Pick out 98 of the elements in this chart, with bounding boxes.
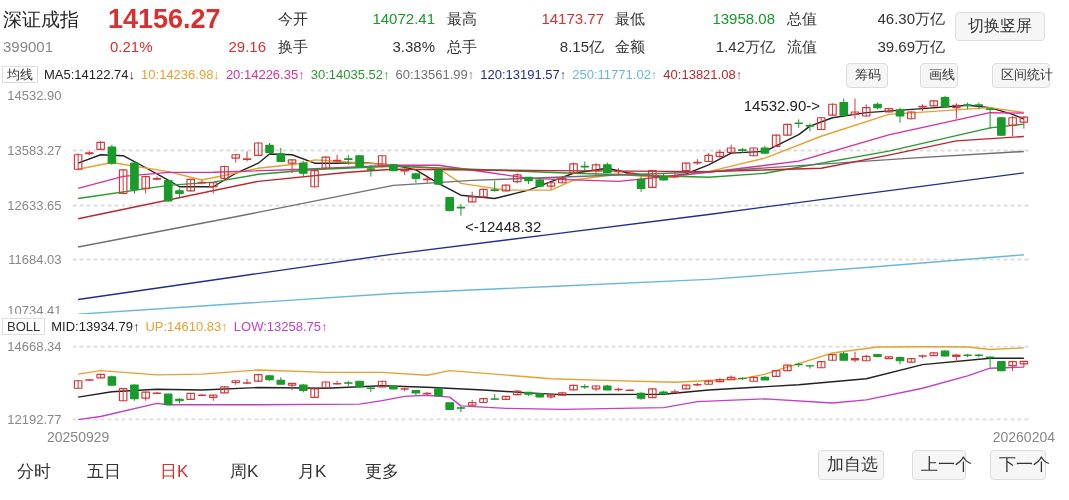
text: 10:14236.98↓: [141, 67, 220, 82]
candlestick: [805, 364, 815, 370]
candlestick: [985, 356, 995, 368]
text: 周K: [230, 461, 259, 483]
y-tick-label: 14668.34: [7, 338, 62, 354]
text: MA5:14122.74↓: [44, 67, 136, 82]
annotation: 14532.90->: [743, 96, 821, 114]
y-tick-label: 12192.77: [7, 412, 62, 428]
text: LOW:13258.75↑: [233, 319, 328, 334]
text: 30:14035.52↑: [310, 67, 390, 82]
annotation: <-12448.32: [464, 217, 542, 235]
candlestick: [805, 122, 815, 132]
candlestick: [501, 183, 511, 192]
text: 区间统计: [992, 63, 1053, 88]
text: 切换竖屏: [955, 12, 1045, 41]
text: 3.38%: [392, 37, 435, 57]
line-series: [77, 345, 1025, 383]
candlestick: [1008, 115, 1017, 137]
text: 画线: [920, 63, 958, 88]
candlestick: [681, 384, 691, 390]
candlestick: [895, 107, 905, 124]
text: 40:13821.08↑: [663, 67, 743, 82]
candlestick: [985, 107, 995, 130]
text: 1.42万亿: [715, 37, 775, 57]
legend-title: 均线: [2, 66, 38, 83]
chart-subtitle: 399001: [3, 37, 54, 57]
candlestick: [715, 377, 725, 383]
text: 总手: [447, 37, 477, 57]
candlestick: [287, 158, 297, 174]
line-series: [77, 254, 1025, 314]
candlestick: [1019, 360, 1029, 368]
candlestick: [715, 149, 725, 159]
text: 46.30万亿: [877, 9, 945, 29]
candlestick: [287, 382, 297, 391]
text: 换手: [278, 37, 308, 57]
text: 14156.27: [108, 3, 221, 36]
text: 最低: [615, 9, 645, 29]
candlestick: [377, 380, 387, 388]
candlestick: [456, 405, 466, 413]
text: 总值: [787, 9, 817, 29]
candlestick: [73, 379, 83, 390]
text: 日K: [160, 461, 189, 483]
text: 分时: [17, 461, 51, 483]
text: 月K: [298, 461, 327, 483]
candlestick: [850, 351, 860, 363]
text: 8.15亿: [559, 37, 604, 57]
text: 金额: [615, 37, 645, 57]
text: 今开: [278, 9, 308, 29]
y-tick-label: 11684.03: [8, 252, 62, 268]
candlestick: [208, 181, 218, 195]
legend-title: BOLL: [2, 318, 46, 335]
candlestick: [377, 154, 387, 168]
text: 20:14226.35↑: [225, 67, 305, 82]
chart-title: 深证成指: [3, 8, 79, 32]
text: 120:13191.57↑: [480, 67, 567, 82]
candlestick: [648, 169, 657, 189]
text: 加自选: [818, 450, 884, 481]
line-series: [77, 150, 1025, 248]
text: 五日: [87, 461, 121, 483]
text: 250:11771.02↑: [572, 67, 658, 82]
y-tick-label: 12633.65: [7, 197, 62, 213]
text: 39.69万亿: [877, 37, 945, 57]
text: 0.21%: [110, 37, 153, 57]
candlestick: [726, 144, 736, 154]
text: 流值: [787, 37, 817, 57]
candlestick: [591, 162, 601, 176]
y-tick-label: 10734.41: [7, 302, 62, 318]
candlestick: [73, 152, 83, 172]
line-series: [77, 357, 1025, 398]
text: 更多: [365, 461, 399, 483]
text: UP:14610.83↑: [145, 319, 228, 334]
text: 14072.41: [372, 9, 435, 29]
candlestick: [726, 375, 736, 381]
text: MID:13934.79↑: [51, 319, 140, 334]
x-tick-label: 20250929: [46, 428, 110, 445]
candlestick: [501, 395, 511, 401]
y-tick-label: 14532.90: [7, 88, 62, 103]
candlestick: [107, 144, 117, 166]
line-series: [77, 172, 1025, 301]
x-tick-label: 20260204: [992, 428, 1056, 445]
candlestick: [850, 98, 860, 120]
candlestick: [366, 385, 376, 393]
candlestick: [1019, 115, 1029, 130]
text: 60:13561.99↑: [395, 67, 475, 82]
candlestick: [366, 164, 376, 178]
line-series: [77, 135, 1025, 220]
text: 上一个: [920, 454, 972, 476]
text: 29.16: [228, 37, 266, 57]
candlestick: [681, 162, 691, 172]
text: 最高: [447, 9, 477, 29]
text: 筹码: [846, 63, 888, 88]
candlestick: [118, 168, 128, 195]
text: 13958.08: [712, 9, 775, 29]
text: 下一个: [998, 454, 1050, 476]
y-tick-label: 13583.27: [7, 142, 62, 158]
line-series: [77, 366, 1025, 421]
candlestick: [546, 181, 556, 190]
text: 14173.77: [541, 9, 604, 29]
